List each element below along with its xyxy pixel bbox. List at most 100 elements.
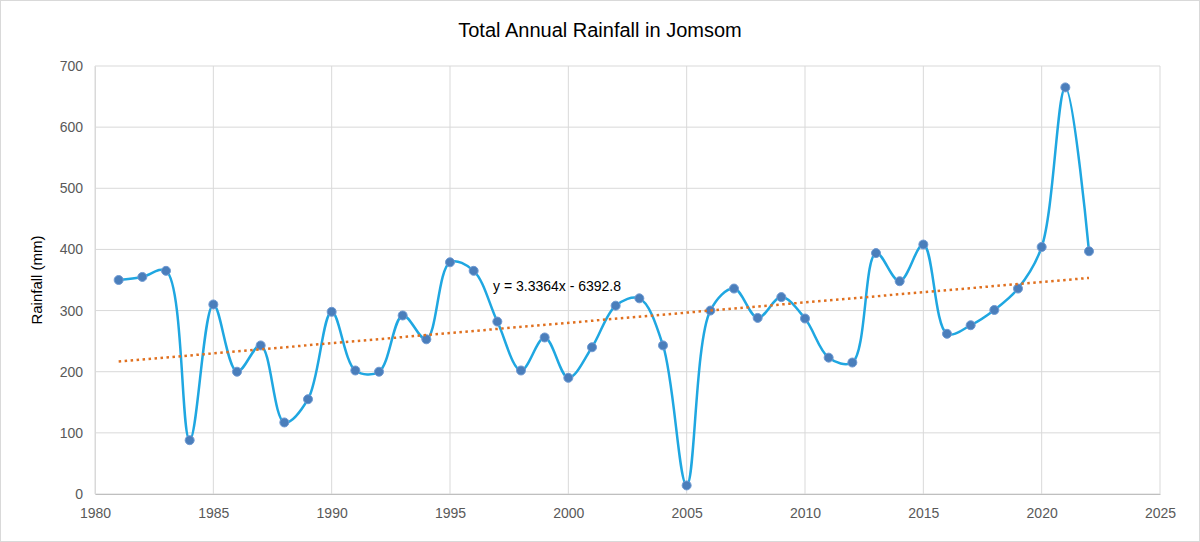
grid-line [95,371,1160,372]
tick: 1990 [317,494,348,521]
tick-label: 1990 [317,505,348,521]
tick-label: 2020 [1027,505,1058,521]
tick: 1995 [435,494,466,521]
grid-line [805,66,806,494]
marker [422,335,431,344]
tick: 2000 [553,494,584,521]
marker [280,418,289,427]
grid-line [331,66,332,494]
grid-line [95,127,1160,128]
tick: 200 [60,364,95,380]
marker [351,366,360,375]
tick-label: 700 [60,58,84,74]
marker [327,307,336,316]
marker [966,321,975,330]
grid-line [95,66,1160,67]
tick-label: 2005 [672,505,703,521]
tick-label: 1995 [435,505,466,521]
tick-label: 400 [60,241,84,257]
marker [753,313,762,322]
grid-line [95,66,96,494]
marker [517,366,526,375]
marker [375,367,384,376]
marker [943,329,952,338]
tick: 500 [60,180,95,196]
marker [777,293,786,302]
marker [919,240,928,249]
marker [872,249,881,258]
marker [1037,242,1046,251]
grid-line [1160,66,1161,494]
grid-line [923,66,924,494]
marker [138,272,147,281]
marker [588,343,597,352]
marker [493,317,502,326]
marker [540,333,549,342]
tick: 2005 [672,494,703,521]
tick-label: 1980 [80,505,111,521]
tick: 2020 [1027,494,1058,521]
marker [304,395,313,404]
marker [398,311,407,320]
tick: 1980 [80,494,111,521]
tick: 300 [60,303,95,319]
tick-label: 200 [60,364,84,380]
tick: 700 [60,58,95,74]
marker [185,436,194,445]
axis-line [96,494,1161,495]
marker [801,314,810,323]
tick: 2010 [790,494,821,521]
tick: 0 [75,486,95,502]
grid-line [450,66,451,494]
grid-line [95,249,1160,250]
chart-title: Total Annual Rainfall in Jomsom [458,19,741,41]
grid-line [95,494,1160,495]
tick-label: 300 [60,303,84,319]
marker [706,306,715,315]
marker [209,300,218,309]
tick-label: 600 [60,119,84,135]
marker [233,367,242,376]
tick: 400 [60,241,95,257]
marker [824,353,833,362]
grid-line [95,432,1160,433]
data-line [119,87,1089,485]
grid [95,66,1160,494]
trend-line [119,278,1089,362]
grid-line [686,66,687,494]
tick-label: 2025 [1145,505,1176,521]
tick: 2025 [1145,494,1176,521]
grid-line [213,66,214,494]
tick-label: 100 [60,425,84,441]
marker [162,266,171,275]
marker [469,266,478,275]
annotation: y = 3.3364x - 6392.8 [493,278,621,294]
tick-label: 2000 [553,505,584,521]
marker [659,341,668,350]
marker [1085,247,1094,256]
marker [730,284,739,293]
tick-label: 2015 [908,505,939,521]
tick: 600 [60,119,95,135]
plot-area [114,83,1093,490]
grid-line [1041,66,1042,494]
marker [848,358,857,367]
marker [446,258,455,267]
chart-border [1,1,1200,542]
marker [682,481,691,490]
tick-label: 0 [75,486,83,502]
tick-label: 2010 [790,505,821,521]
grid-line [95,188,1160,189]
tick-label: 1985 [198,505,229,521]
y-axis-title: Rainfall (mm) [28,235,45,324]
tick-label: 500 [60,180,84,196]
chart: 1980198519901995200020052010201520202025… [0,0,1200,542]
tick: 2015 [908,494,939,521]
x-axis: 1980 1985 1990 1995 2000 2005 2010 2015 2020 2025 [80,494,1176,521]
marker [990,305,999,314]
marker [1014,284,1023,293]
tick: 1985 [198,494,229,521]
grid-line [95,310,1160,311]
marker [895,277,904,286]
axis-line [95,67,96,495]
